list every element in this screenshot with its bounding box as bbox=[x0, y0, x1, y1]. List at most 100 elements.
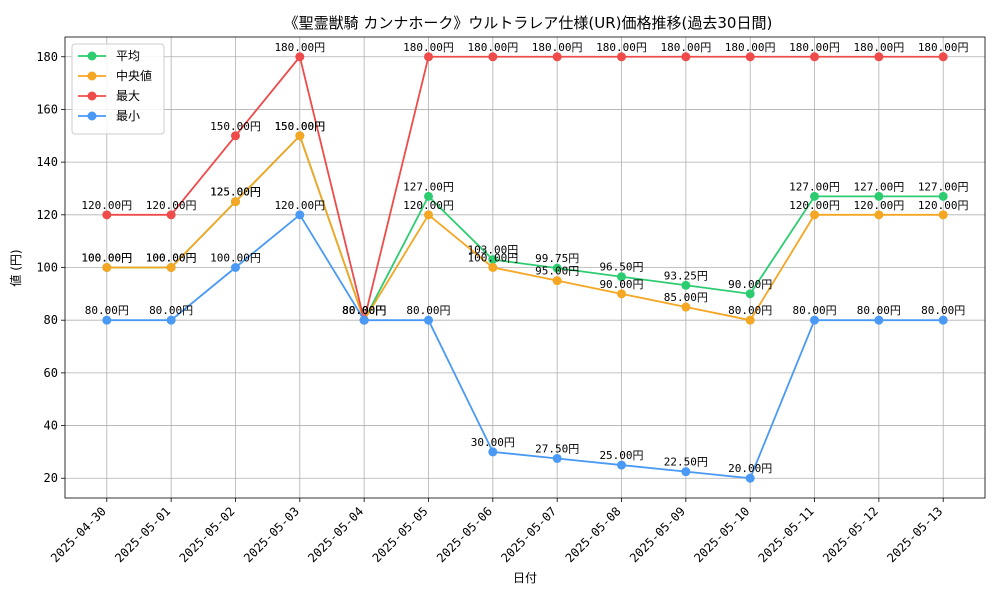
grid-lines bbox=[65, 37, 985, 498]
x-tick-label: 2025-05-12 bbox=[820, 504, 881, 565]
x-tick-label: 2025-05-03 bbox=[241, 504, 302, 565]
legend-label: 平均 bbox=[116, 49, 140, 63]
data-point bbox=[745, 289, 755, 299]
data-label: 96.50円 bbox=[599, 261, 643, 274]
x-tick-label: 2025-05-05 bbox=[370, 504, 431, 565]
y-tick-label: 20 bbox=[44, 471, 58, 485]
data-label: 120.00円 bbox=[81, 199, 132, 212]
data-label: 180.00円 bbox=[467, 41, 518, 54]
series-2 bbox=[102, 52, 948, 325]
data-label: 125.00円 bbox=[210, 186, 261, 199]
legend-box bbox=[71, 43, 165, 135]
data-label: 90.00円 bbox=[728, 278, 772, 291]
data-label: 90.00円 bbox=[599, 278, 643, 291]
x-tick-label: 2025-04-30 bbox=[48, 504, 109, 565]
y-tick-label: 160 bbox=[36, 102, 58, 116]
y-tick-label: 80 bbox=[44, 313, 58, 327]
y-tick-label: 100 bbox=[36, 261, 58, 275]
data-point bbox=[230, 263, 240, 272]
data-point bbox=[810, 315, 820, 325]
data-label: 85.00円 bbox=[664, 291, 708, 304]
data-label: 27.50円 bbox=[535, 442, 579, 455]
series-line bbox=[106, 54, 944, 321]
data-point bbox=[745, 52, 755, 62]
y-tick-label: 120 bbox=[36, 208, 58, 222]
data-point bbox=[295, 210, 305, 220]
x-tick-label: 2025-05-13 bbox=[884, 504, 945, 565]
legend-label: 中央値 bbox=[116, 68, 152, 83]
data-point bbox=[359, 315, 369, 325]
legend-marker bbox=[87, 51, 97, 61]
data-label: 180.00円 bbox=[532, 41, 583, 54]
data-label: 125.00円 bbox=[210, 186, 261, 199]
data-point bbox=[681, 467, 691, 477]
data-label: 150.00円 bbox=[274, 120, 325, 133]
data-point bbox=[681, 52, 691, 62]
legend-label: 最小 bbox=[116, 109, 140, 123]
y-tick-label: 60 bbox=[44, 366, 58, 380]
data-point bbox=[230, 197, 240, 207]
data-label: 120.00円 bbox=[789, 199, 840, 212]
series-0 bbox=[102, 131, 948, 325]
data-label: 180.00円 bbox=[274, 41, 325, 54]
y-axis-label: 値 (円) bbox=[8, 249, 23, 286]
data-label: 80.00円 bbox=[342, 304, 386, 317]
data-label: 30.00円 bbox=[471, 436, 515, 449]
data-point bbox=[617, 272, 627, 282]
data-point bbox=[938, 52, 948, 62]
y-tick-label: 140 bbox=[36, 155, 58, 169]
data-label: 127.00円 bbox=[853, 180, 904, 193]
legend-marker bbox=[87, 71, 97, 81]
x-tick-label: 2025-05-04 bbox=[305, 504, 366, 565]
data-label: 120.00円 bbox=[274, 199, 325, 212]
data-label: 180.00円 bbox=[660, 41, 711, 54]
data-point bbox=[874, 210, 884, 220]
data-point bbox=[295, 52, 305, 62]
data-label: 120.00円 bbox=[918, 199, 969, 212]
y-tick-label: 180 bbox=[36, 50, 58, 64]
data-label: 120.00円 bbox=[853, 199, 904, 212]
data-label: 100.00円 bbox=[146, 252, 197, 265]
series-3 bbox=[102, 210, 948, 483]
data-label: 103.00円 bbox=[467, 244, 518, 257]
data-point bbox=[617, 460, 627, 470]
y-tick-label: 40 bbox=[44, 419, 58, 433]
data-point bbox=[938, 191, 948, 201]
data-label: 93.25円 bbox=[664, 269, 708, 282]
data-point bbox=[874, 52, 884, 62]
data-point bbox=[102, 315, 112, 325]
x-tick-label: 2025-05-08 bbox=[563, 504, 624, 565]
data-point bbox=[938, 210, 948, 220]
data-label: 80.00円 bbox=[149, 304, 193, 317]
data-point bbox=[166, 210, 176, 220]
x-tick-label: 2025-05-02 bbox=[177, 504, 238, 565]
legend-marker bbox=[87, 111, 97, 121]
data-point bbox=[745, 473, 755, 483]
x-tick-label: 2025-05-07 bbox=[498, 504, 559, 565]
data-point bbox=[423, 210, 433, 220]
series-line bbox=[106, 213, 944, 480]
data-label: 80.00円 bbox=[857, 304, 901, 317]
plot-frame bbox=[64, 36, 986, 499]
legend-item: 最小 bbox=[78, 109, 140, 123]
data-label: 100.00円 bbox=[81, 252, 132, 265]
data-point bbox=[423, 191, 433, 201]
data-point bbox=[488, 263, 498, 272]
series-group bbox=[102, 52, 948, 483]
data-label: 127.00円 bbox=[789, 180, 840, 193]
data-label: 20.00円 bbox=[728, 462, 772, 475]
data-point bbox=[810, 191, 820, 201]
data-point bbox=[488, 447, 498, 457]
data-point bbox=[102, 210, 112, 220]
data-label: 180.00円 bbox=[725, 41, 776, 54]
legend-item: 最大 bbox=[78, 89, 140, 103]
data-point bbox=[552, 453, 562, 463]
data-point bbox=[681, 302, 691, 312]
data-point bbox=[166, 315, 176, 325]
data-label: 80.00円 bbox=[342, 304, 386, 317]
data-label: 80.00円 bbox=[792, 304, 836, 317]
data-label: 80.00円 bbox=[85, 304, 129, 317]
data-label: 180.00円 bbox=[403, 41, 454, 54]
